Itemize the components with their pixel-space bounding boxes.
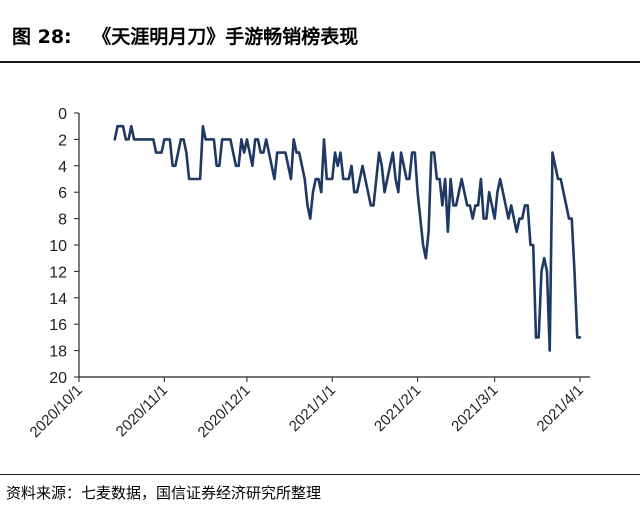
y-tick-label: 8 [58,212,67,229]
title-divider [0,61,640,63]
y-tick-label: 14 [49,291,67,308]
y-tick-label: 20 [49,370,67,387]
x-tick-label: 2020/10/1 [27,382,86,441]
y-tick-label: 12 [49,264,67,281]
y-tick-label: 4 [58,159,67,176]
x-tick-label: 2021/2/1 [371,382,424,435]
figure-label: 图 28: [12,26,72,48]
figure-title-text: 《天涯明月刀》手游畅销榜表现 [92,26,359,48]
figure-title: 图 28: 《天涯明月刀》手游畅销榜表现 [12,22,358,49]
y-tick-label: 2 [58,132,67,149]
x-tick-label: 2021/1/1 [286,382,339,435]
source-note: 资料来源：七麦数据，国信证券经济研究所整理 [6,484,322,502]
x-tick-label: 2020/12/1 [195,382,254,441]
y-tick-label: 10 [49,238,67,255]
x-tick-label: 2021/3/1 [448,382,501,435]
series-line-ranking [113,124,582,352]
series-layer [113,124,582,352]
x-tick-label: 2020/11/1 [113,382,171,440]
y-axis: 0 2 4 6 8 10 12 14 16 18 20 [49,106,80,387]
x-tick-label: 2021/4/1 [534,382,587,435]
y-tick-label: 0 [58,106,67,123]
y-tick-label: 6 [58,185,67,202]
x-axis: 2020/10/1 2020/11/1 2020/12/1 2021/1/1 2021/… [27,376,590,441]
footer-divider [0,474,640,475]
y-tick-label: 16 [49,317,67,334]
y-tick-label: 18 [49,344,67,361]
